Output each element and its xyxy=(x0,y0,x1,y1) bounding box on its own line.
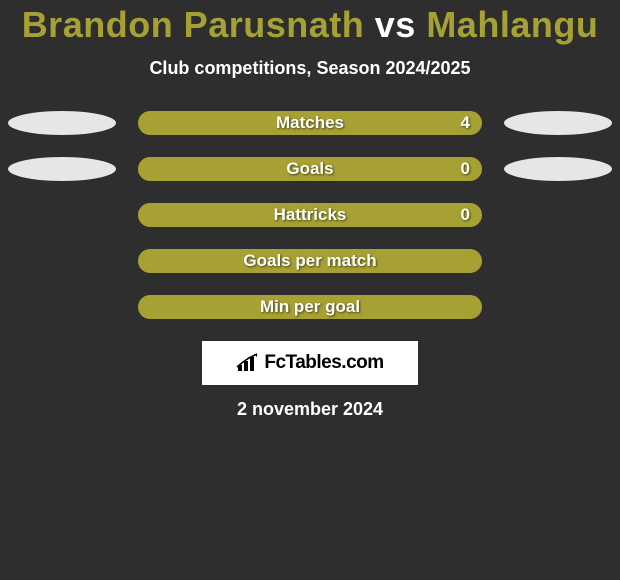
logo-box: FcTables.com xyxy=(202,341,418,385)
stat-label: Matches xyxy=(276,113,344,133)
left-slot xyxy=(2,203,122,227)
stat-label: Goals xyxy=(286,159,333,179)
date-text: 2 november 2024 xyxy=(0,399,620,420)
stat-row: Goals per match xyxy=(0,249,620,273)
stat-value: 4 xyxy=(461,113,470,133)
stat-rows: Matches 4 Goals 0 Hattrick xyxy=(0,111,620,319)
left-ellipse xyxy=(8,111,116,135)
stat-bar: Goals per match xyxy=(138,249,482,273)
subtitle: Club competitions, Season 2024/2025 xyxy=(0,58,620,79)
logo-text: FcTables.com xyxy=(264,352,383,374)
right-slot xyxy=(498,111,618,135)
right-ellipse xyxy=(504,157,612,181)
right-slot xyxy=(498,295,618,319)
stat-bar: Min per goal xyxy=(138,295,482,319)
comparison-card: Brandon Parusnath vs Mahlangu Club compe… xyxy=(0,0,620,420)
stat-bar: Goals 0 xyxy=(138,157,482,181)
stat-row: Goals 0 xyxy=(0,157,620,181)
logo: FcTables.com xyxy=(236,352,383,374)
stat-label: Goals per match xyxy=(243,251,376,271)
stat-row: Min per goal xyxy=(0,295,620,319)
stat-row: Matches 4 xyxy=(0,111,620,135)
right-slot xyxy=(498,157,618,181)
stat-row: Hattricks 0 xyxy=(0,203,620,227)
left-slot xyxy=(2,157,122,181)
page-title: Brandon Parusnath vs Mahlangu xyxy=(0,4,620,46)
stat-value: 0 xyxy=(461,159,470,179)
stat-bar: Hattricks 0 xyxy=(138,203,482,227)
right-slot xyxy=(498,249,618,273)
left-slot xyxy=(2,111,122,135)
right-slot xyxy=(498,203,618,227)
stat-label: Min per goal xyxy=(260,297,360,317)
bar-chart-icon xyxy=(236,353,260,373)
stat-bar: Matches 4 xyxy=(138,111,482,135)
left-slot xyxy=(2,249,122,273)
stat-value: 0 xyxy=(461,205,470,225)
right-ellipse xyxy=(504,111,612,135)
title-player2: Mahlangu xyxy=(426,4,598,45)
stat-label: Hattricks xyxy=(274,205,347,225)
left-slot xyxy=(2,295,122,319)
title-player1: Brandon Parusnath xyxy=(22,4,365,45)
left-ellipse xyxy=(8,157,116,181)
title-vs: vs xyxy=(375,4,416,45)
